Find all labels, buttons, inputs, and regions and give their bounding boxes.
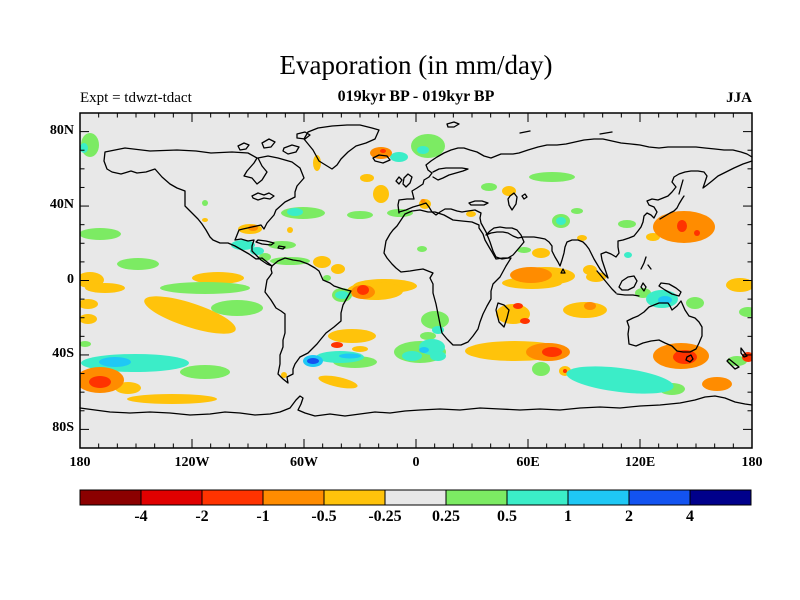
lon-label-120E: 120E (624, 455, 656, 470)
eurasia-south-coastline (398, 160, 753, 279)
lon-label-60W: 60W (290, 455, 318, 470)
colorbar-label-1: 1 (564, 508, 572, 525)
colorbar-segment-3 (262, 489, 325, 506)
colorbar-segment-7 (506, 489, 569, 506)
colorbar-segment-6 (445, 489, 508, 506)
caribbean-islands (255, 239, 286, 250)
australia-coastline (626, 300, 703, 353)
anomaly-layer (80, 133, 752, 404)
south-america-coastline (264, 257, 352, 384)
lat-label-80N: 80N (49, 122, 74, 138)
greenland-coastline (303, 124, 380, 170)
colorbar-label--2: -2 (195, 508, 209, 525)
lon-label-120W: 120W (174, 455, 210, 470)
colorbar (79, 489, 752, 506)
lon-label-60E: 60E (516, 455, 540, 470)
lon-label-0: 0 (412, 455, 420, 470)
uk-ireland-coastline (395, 173, 413, 188)
lat-label-40N: 40N (49, 197, 74, 213)
inland-seas (468, 192, 528, 211)
lat-label-40S: 40S (52, 345, 74, 361)
africa-coastline (383, 209, 512, 346)
map-frame (79, 112, 753, 449)
great-lakes (251, 192, 275, 201)
colorbar-segment-9 (628, 489, 691, 506)
eurasia-arctic-coastline (397, 138, 753, 214)
colorbar-segment-4 (323, 489, 386, 506)
tasmania-coastline (685, 354, 694, 363)
new-zealand-coastline (726, 347, 748, 370)
lat-label-0: 0 (67, 271, 74, 287)
antarctica-coastline (79, 395, 753, 417)
plot-title: Evaporation (in mm/day) (279, 50, 553, 80)
colorbar-label-2: 2 (625, 508, 633, 525)
coastlines-layer (79, 121, 753, 417)
colorbar-label--0.5: -0.5 (311, 508, 337, 525)
southeast-asia-islands (560, 256, 682, 297)
lon-label-180: 180 (69, 455, 91, 470)
anomaly-orangered-group (89, 149, 752, 388)
plot-subtitle: 019kyr BP - 019kyr BP (337, 88, 495, 105)
north-america-coastline (103, 147, 305, 267)
colorbar-label-0.25: 0.25 (432, 508, 460, 525)
experiment-label: Expt = tdwzt-tdact (80, 90, 192, 106)
colorbar-segment-1 (140, 489, 203, 506)
colorbar-label--1: -1 (256, 508, 270, 525)
arctic-islands (237, 121, 613, 155)
colorbar-segment-0 (79, 489, 142, 506)
colorbar-segment-2 (201, 489, 264, 506)
colorbar-label-0.5: 0.5 (497, 508, 517, 525)
colorbar-label--4: -4 (134, 508, 148, 525)
madagascar-coastline (495, 302, 510, 328)
colorbar-label-4: 4 (686, 508, 694, 525)
lon-label-180: 180 (741, 455, 763, 470)
anomaly-blue-group (99, 296, 672, 367)
colorbar-label--0.25: -0.25 (368, 508, 402, 525)
colorbar-segment-10 (689, 489, 752, 506)
baltic-coastline (432, 167, 469, 181)
colorbar-segment-5 (384, 489, 447, 506)
lat-label-80S: 80S (52, 420, 74, 436)
japan-coastline (659, 179, 685, 220)
iceland-coastline (372, 154, 391, 164)
season-label: JJA (726, 90, 752, 106)
colorbar-segment-8 (567, 489, 630, 506)
